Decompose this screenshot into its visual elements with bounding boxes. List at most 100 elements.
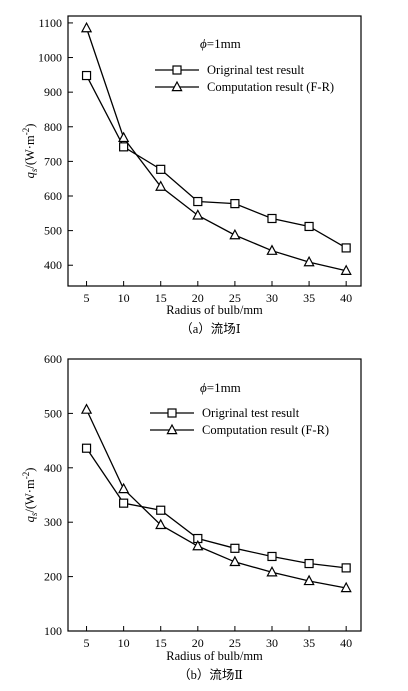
x-tick-label: 20 [192, 291, 204, 305]
chart-panel-1: 5 10 15 20 25 30 35 40 400 500 600 700 800 900 1000 110… [21, 15, 362, 336]
y-axis-symbol: q [23, 172, 37, 178]
data-point-square [193, 196, 203, 207]
y-axis-unit-close: ) [23, 124, 37, 128]
annotation-value: =1mm [207, 36, 241, 51]
y-tick-label: 800 [44, 120, 62, 134]
data-point-square [230, 199, 240, 209]
x-tick-label: 10 [118, 291, 130, 305]
annotation-symbol: ϕ [200, 380, 207, 395]
x-tick-label: 5 [84, 636, 90, 650]
x-tick-label: 15 [155, 291, 167, 305]
plot-frame [67, 15, 362, 287]
data-point-square [267, 213, 277, 224]
legend-marker-square [172, 65, 182, 75]
data-point-triangle [155, 518, 167, 530]
annotation-value: =1mm [207, 380, 241, 395]
data-point-square [156, 505, 166, 515]
diameter-annotation: ϕ=1mm [200, 36, 241, 51]
data-point-triangle [80, 21, 93, 33]
x-tick-label: 25 [229, 291, 241, 305]
data-point-square [267, 551, 277, 562]
y-axis-symbol: q [23, 516, 37, 522]
data-point-square [304, 558, 314, 569]
data-point-square [230, 543, 240, 553]
y-axis-unit-exponent: -2 [21, 128, 31, 136]
y-axis-title: qs/(W·m-2) [21, 468, 39, 523]
x-tick-label: 40 [340, 636, 352, 650]
series-line-square [85, 75, 347, 249]
legend-label: Computation result (F-R) [207, 80, 334, 94]
data-point-triangle [118, 482, 130, 494]
data-point-triangle [340, 264, 352, 275]
x-tick-label: 15 [155, 636, 167, 650]
data-point-triangle [303, 255, 315, 267]
annotation-symbol: ϕ [200, 36, 207, 51]
y-tick-label: 400 [44, 258, 62, 272]
y-axis-unit-close: ) [23, 468, 37, 472]
x-tick-label: 30 [266, 291, 278, 305]
diameter-annotation: ϕ=1mm [200, 380, 241, 395]
data-point-square [81, 443, 92, 453]
data-point-square [156, 164, 166, 174]
data-point-triangle [155, 180, 167, 191]
y-tick-label: 200 [44, 570, 62, 584]
panel-caption: （a）流场Ⅰ [180, 322, 241, 336]
legend: Origrinal test result Computation result … [155, 63, 334, 94]
y-axis-title: qs/(W·m-2) [21, 124, 39, 179]
data-point-triangle [229, 228, 241, 240]
data-point-triangle [266, 244, 278, 255]
series-line-triangle [85, 409, 347, 589]
x-tick-label: 25 [229, 636, 241, 650]
y-tick-label: 1100 [38, 16, 62, 30]
plot-frame [67, 358, 362, 632]
legend-marker-square [167, 408, 177, 418]
y-tick-label: 400 [44, 461, 62, 475]
data-point-square [341, 243, 351, 253]
y-tick-label: 500 [44, 406, 62, 420]
y-tick-label: 700 [44, 154, 62, 168]
y-axis-unit: /(W·m [23, 135, 37, 169]
chart-panel-2: 5 10 15 20 25 30 35 40 100 200 300 400 500 600 Radius … [21, 352, 362, 682]
y-axis-unit-exponent: -2 [21, 472, 31, 480]
y-tick-label: 300 [44, 515, 62, 529]
panel-caption: （b）流场Ⅱ [178, 668, 243, 682]
legend-label: Origrinal test result [202, 406, 300, 420]
x-tick-label: 30 [266, 636, 278, 650]
legend-label: Computation result (F-R) [202, 423, 329, 437]
y-tick-label: 1000 [38, 51, 62, 65]
data-point-triangle [192, 209, 204, 220]
series-line-triangle [85, 27, 347, 272]
x-tick-label: 35 [303, 636, 315, 650]
data-point-triangle [266, 565, 278, 577]
data-point-square [119, 142, 129, 152]
legend-marker-triangle [171, 80, 183, 92]
y-tick-label: 600 [44, 352, 62, 366]
y-axis-subscript: s [29, 168, 39, 172]
series-line-square [86, 447, 347, 569]
legend-label: Origrinal test result [207, 63, 305, 77]
x-tick-label: 35 [303, 291, 315, 305]
x-tick-label: 10 [118, 636, 130, 650]
y-tick-label: 100 [44, 624, 62, 638]
data-point-triangle [192, 539, 204, 551]
x-tick-label: 40 [340, 291, 352, 305]
data-point-triangle [340, 581, 352, 593]
y-tick-label: 600 [44, 189, 62, 203]
data-point-square [304, 221, 314, 232]
x-axis-title: Radius of bulb/mm [166, 303, 263, 317]
data-point-triangle [229, 555, 241, 567]
y-tick-label: 500 [44, 224, 62, 238]
y-tick-label: 900 [44, 85, 62, 99]
x-tick-label: 20 [192, 636, 204, 650]
legend-marker-triangle [166, 423, 178, 435]
x-axis-title: Radius of bulb/mm [166, 649, 263, 663]
y-axis-subscript: s [29, 512, 39, 516]
legend: Origrinal test result Computation result … [150, 406, 329, 437]
data-point-square [81, 70, 92, 81]
data-point-square [341, 563, 351, 573]
data-point-triangle [118, 131, 130, 143]
y-axis-unit: /(W·m [23, 479, 37, 513]
data-point-triangle [303, 574, 315, 586]
